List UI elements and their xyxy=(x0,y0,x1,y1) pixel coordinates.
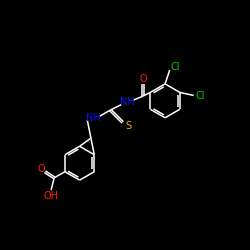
Text: O: O xyxy=(37,164,45,173)
Text: OH: OH xyxy=(44,191,59,201)
Text: O: O xyxy=(140,74,147,84)
Text: NH: NH xyxy=(86,113,101,123)
Text: NH: NH xyxy=(120,98,135,108)
Text: Cl: Cl xyxy=(170,62,180,72)
Text: Cl: Cl xyxy=(196,91,205,101)
Text: S: S xyxy=(125,121,131,131)
